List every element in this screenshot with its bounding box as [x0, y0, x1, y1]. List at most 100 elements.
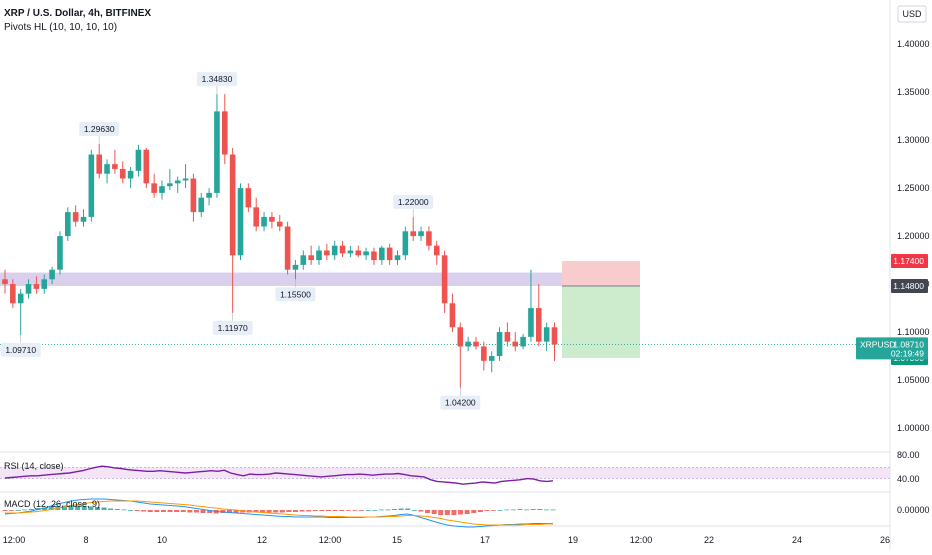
- macd-histogram-bar: [484, 510, 490, 511]
- macd-histogram-bar: [425, 510, 431, 513]
- time-tick-label: 19: [568, 535, 578, 545]
- candle-body: [292, 264, 299, 270]
- candle-body: [465, 341, 471, 347]
- time-tick-label: 12:00: [3, 535, 26, 545]
- macd-histogram-bar: [48, 506, 54, 510]
- candle-body: [536, 308, 542, 342]
- macd-histogram-bar: [253, 510, 259, 513]
- macd-histogram-bar: [266, 510, 272, 513]
- rsi-panel: RSI (14, close) 80.00 40.00: [0, 450, 920, 485]
- candle-body: [488, 356, 495, 361]
- pivot-label: 1.15500: [280, 289, 311, 299]
- candle-body: [363, 251, 369, 256]
- pivot-label-box: [79, 121, 120, 136]
- candle-body: [151, 183, 157, 193]
- pivot-label: 1.11970: [218, 323, 248, 333]
- candle-body: [473, 341, 479, 347]
- candle-body: [245, 188, 252, 208]
- candle-body: [65, 212, 71, 237]
- candle-body: [528, 308, 534, 337]
- macd-histogram-bar: [543, 509, 549, 511]
- time-tick-label: 8: [83, 535, 88, 545]
- current-symbol-label: XRPUSD: [860, 339, 895, 349]
- macd-line: [4, 498, 553, 528]
- macd-histogram-bar: [319, 510, 325, 511]
- take-profit-zone[interactable]: [562, 285, 640, 358]
- macd-histogram-bar: [121, 509, 127, 511]
- macd-histogram-bar: [405, 508, 411, 510]
- candle-body: [127, 170, 134, 179]
- macd-histogram-bar: [312, 510, 318, 511]
- candle-body: [551, 327, 558, 345]
- macd-histogram-bar: [332, 510, 338, 511]
- macd-histogram-bar: [273, 510, 279, 513]
- price-tick-label: 1.05000: [897, 375, 930, 385]
- candle-body: [371, 251, 377, 261]
- price-tick-label: 1.00000: [897, 423, 930, 433]
- candle-body: [49, 269, 55, 280]
- currency-button[interactable]: [897, 5, 927, 23]
- candle-body: [300, 255, 307, 265]
- candle-body: [167, 183, 173, 187]
- macd-histogram-bar: [180, 510, 186, 512]
- macd-histogram-bar: [233, 510, 239, 513]
- candle-body: [449, 303, 456, 328]
- macd-histogram-bar: [286, 510, 292, 512]
- pivot-label-box: [393, 194, 434, 209]
- macd-histogram-bar: [491, 510, 497, 511]
- candle-body: [394, 255, 401, 261]
- pivot-label: 1.22000: [398, 197, 429, 207]
- candle-body: [324, 250, 330, 256]
- macd-histogram-bar: [510, 509, 516, 511]
- candle-body: [347, 250, 354, 254]
- candle-body: [418, 231, 424, 237]
- stop-loss-zone[interactable]: [562, 261, 640, 286]
- macd-histogram-bar: [306, 510, 312, 512]
- pivot-label: 1.04200: [445, 398, 476, 408]
- demand-zone: [0, 272, 562, 286]
- candle-body: [457, 327, 464, 347]
- macd-histogram-bar: [207, 510, 213, 513]
- macd-histogram-bar: [88, 506, 94, 510]
- macd-histogram-bar: [127, 510, 133, 511]
- macd-histogram-bar: [200, 510, 206, 513]
- macd-histogram-bar: [524, 509, 530, 511]
- candle-body: [33, 284, 40, 289]
- price-tick-label: 1.35000: [897, 87, 930, 97]
- indicator-label: Pivots HL (10, 10, 10, 10): [4, 22, 117, 33]
- macd-histogram-bar: [431, 510, 437, 514]
- macd-histogram-bar: [167, 510, 173, 512]
- macd-histogram-bar: [418, 510, 424, 512]
- candle-body: [237, 188, 244, 256]
- macd-histogram-bar: [392, 509, 398, 510]
- candle-body: [269, 216, 275, 222]
- candle-body: [2, 279, 8, 285]
- macd-histogram-bar: [299, 510, 305, 512]
- candle-body: [481, 346, 487, 361]
- candle-body: [96, 154, 102, 174]
- time-tick-label: 12:00: [630, 535, 653, 545]
- rsi-band: [0, 467, 890, 479]
- candle-body: [112, 164, 118, 169]
- candle-body: [182, 178, 189, 181]
- candle-body: [198, 197, 205, 213]
- candle-body: [10, 284, 16, 304]
- macd-histogram-bar: [345, 510, 351, 511]
- candle-body: [386, 247, 393, 261]
- price-tick-label: 1.30000: [897, 135, 930, 145]
- currency-button-label[interactable]: USD: [902, 9, 922, 19]
- macd-tick-label: 0.00000: [897, 505, 930, 515]
- candle-body: [190, 178, 197, 213]
- macd-histogram-bar: [2, 510, 8, 511]
- macd-histogram-bar: [458, 510, 464, 515]
- candle-body: [512, 341, 519, 347]
- candle-layer: [2, 94, 558, 388]
- macd-histogram-bar: [75, 505, 81, 510]
- macd-histogram-bar: [517, 509, 523, 510]
- macd-histogram-bar: [378, 509, 384, 511]
- rsi-tick-label: 40.00: [897, 474, 920, 484]
- macd-histogram-bar: [497, 510, 503, 511]
- macd-histogram-bar: [279, 510, 285, 513]
